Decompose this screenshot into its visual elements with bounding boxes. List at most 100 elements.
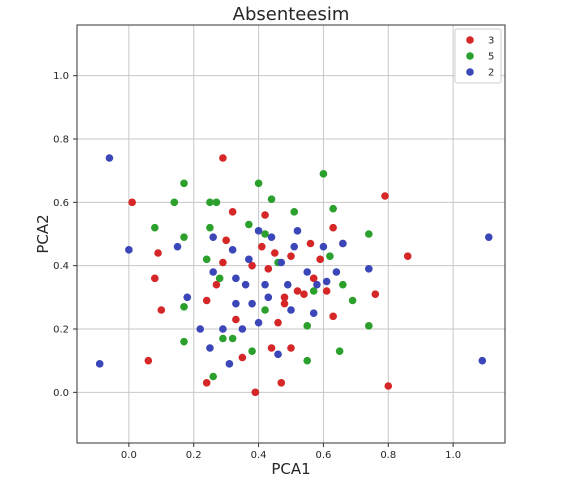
scatter-point-series-2 [339,239,347,248]
legend-label: 2 [488,68,494,79]
scatter-point-series-5 [209,372,217,381]
scatter-point-series-3 [128,198,136,207]
x-axis-ticks: 0.0 0.2 0.4 0.6 0.8 1.0 [121,443,461,461]
scatter-point-series-5 [202,255,211,264]
y-axis-ticks: 0.0 0.2 0.4 0.6 0.8 1.0 [53,71,77,399]
y-tick-label: 0.6 [53,198,69,209]
scatter-point-series-2 [209,233,217,241]
y-tick-label: 0.8 [53,135,69,146]
scatter-point-series-2 [267,233,276,241]
scatter-point-series-3 [403,252,412,260]
scatter-point-series-3 [322,287,331,295]
scatter-point-series-2 [232,274,240,283]
scatter-point-series-5 [206,198,214,207]
scatter-point-series-3 [238,353,247,362]
scatter-point-series-2 [332,268,341,276]
scatter-point-series-3 [287,252,295,260]
scatter-point-series-3 [316,255,324,264]
scatter-point-series-3 [202,296,211,305]
scatter-point-series-5 [219,334,227,343]
scatter-point-series-2 [283,280,292,289]
scatter-point-series-2 [209,268,217,276]
scatter-point-series-3 [329,223,337,232]
scatter-point-series-2 [95,360,104,368]
legend-marker [466,68,474,76]
x-tick-label: 0.2 [186,450,202,461]
scatter-point-series-3 [306,239,315,248]
axes-frame [76,24,506,444]
scatter-point-series-3 [251,388,260,397]
scatter-point-series-3 [144,356,153,365]
scatter-point-series-3 [219,258,227,267]
scatter-point-series-3 [154,249,162,257]
scatter-point-series-2 [254,318,263,327]
scatter-point-series-2 [322,277,331,286]
scatter-point-series-2 [313,280,321,289]
scatter-point-series-5 [261,230,269,238]
scatter-point-series-2 [245,255,253,264]
scatter-point-series-3 [267,344,276,352]
scatter-point-series-3 [258,242,266,251]
scatter-point-series-2 [261,280,269,289]
y-tick-label: 0.2 [53,325,69,336]
scatter-point-series-5 [180,303,188,311]
scatter-point-series-2 [228,246,237,254]
x-tick-label: 0.4 [251,450,267,461]
data-points [95,154,493,397]
scatter-point-series-2 [238,325,247,333]
scatter-point-series-3 [300,290,308,298]
scatter-point-series-5 [180,179,188,188]
scatter-point-series-5 [365,322,373,330]
scatter-point-series-5 [151,223,159,232]
scatter-point-series-3 [287,344,295,352]
scatter-point-series-3 [277,379,286,387]
y-tick-label: 1.0 [53,71,69,82]
x-tick-label: 0.6 [315,450,331,461]
scatter-point-series-5 [248,347,256,355]
scatter-point-series-3 [157,306,166,314]
scatter-point-series-5 [290,208,299,216]
scatter-point-series-2 [264,293,273,302]
scatter-point-series-5 [303,356,312,365]
y-axis-label: PCA2 [34,214,52,253]
scatter-point-series-5 [309,287,318,295]
legend-label: 5 [488,52,494,63]
scatter-point-series-3 [212,280,221,289]
legend-marker [466,52,474,60]
scatter-point-series-2 [365,265,373,273]
x-axis-label: PCA1 [271,460,310,478]
scatter-point-series-3 [264,265,273,273]
scatter-point-series-5 [335,347,344,355]
scatter-point-series-5 [326,252,334,260]
scatter-point-series-3 [222,236,230,245]
scatter-point-series-5 [319,170,328,178]
scatter-point-series-3 [219,154,227,162]
scatter-point-series-2 [206,344,214,352]
scatter-point-series-5 [267,195,276,203]
scatter-point-series-2 [309,309,318,317]
scatter-point-series-2 [277,258,286,267]
legend-label: 3 [488,36,494,47]
scatter-point-series-3 [261,211,269,219]
scatter-point-series-5 [215,274,224,283]
scatter-point-series-5 [254,179,263,188]
legend-marker [466,36,474,44]
scatter-point-series-2 [105,154,114,162]
scatter-point-series-2 [248,299,256,308]
scatter-point-series-3 [232,315,240,324]
scatter-point-series-3 [151,274,159,283]
scatter-point-series-3 [202,379,211,387]
x-tick-label: 0.0 [121,450,137,461]
scatter-point-series-3 [384,382,393,390]
scatter-point-series-2 [225,360,234,368]
scatter-point-series-5 [180,337,188,346]
scatter-point-series-3 [228,208,237,216]
scatter-point-series-2 [173,242,182,251]
legend-box [454,28,502,84]
scatter-point-series-2 [484,233,493,241]
scatter-point-series-3 [274,318,282,327]
scatter-point-series-5 [245,220,253,229]
scatter-point-series-3 [309,274,318,283]
scatter-point-series-2 [478,356,487,365]
scatter-point-series-2 [274,350,282,359]
